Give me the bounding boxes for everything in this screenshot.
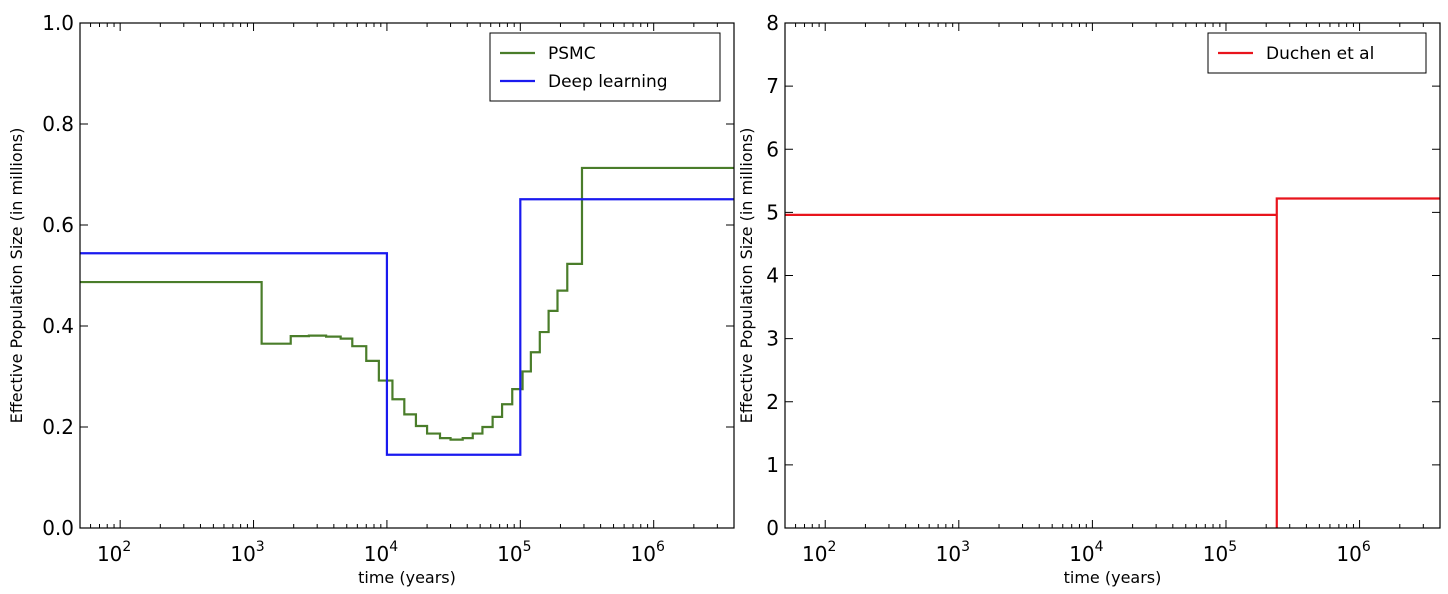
y-tick-label: 3 bbox=[766, 327, 779, 351]
y-tick-label: 0.2 bbox=[42, 415, 74, 439]
chart-panel-2: 102 103 104 105 106 0 1 2 3 4 5 6 7 8 time (years) Effe… bbox=[737, 11, 1441, 587]
x-tick-label: 102 bbox=[97, 539, 131, 566]
y-tick-label: 0 bbox=[766, 516, 779, 540]
y-tick-label: 8 bbox=[766, 11, 779, 35]
y-axis-label: Effective Population Size (in millions) bbox=[7, 128, 26, 424]
legend-label: Deep learning bbox=[548, 72, 668, 92]
x-tick-label: 105 bbox=[1203, 539, 1237, 566]
x-axis-label: time (years) bbox=[358, 568, 456, 587]
y-tick-label: 1.0 bbox=[42, 11, 74, 35]
x-tick-label: 104 bbox=[1069, 539, 1103, 566]
y-tick-label: 5 bbox=[766, 200, 779, 224]
x-tick-label: 103 bbox=[936, 539, 970, 566]
y-tick-label: 0.4 bbox=[42, 314, 74, 338]
chart-panel-1: 102 103 104 105 106 0.0 0.2 0.4 0.6 0.8 1.0 time (y… bbox=[7, 11, 735, 587]
y-tick-label: 4 bbox=[766, 264, 779, 288]
x-tick-label: 106 bbox=[1336, 539, 1370, 566]
legend: PSMC Deep learning bbox=[489, 32, 721, 102]
x-axis-label: time (years) bbox=[1064, 568, 1162, 587]
y-tick-label: 2 bbox=[766, 390, 779, 414]
series-line-deep-learning bbox=[80, 198, 734, 456]
series-line-psmc bbox=[80, 166, 734, 441]
x-tick-label: 106 bbox=[631, 539, 665, 566]
plot-frame bbox=[79, 22, 735, 529]
y-tick-label: 7 bbox=[766, 74, 779, 98]
y-tick-label: 0.0 bbox=[42, 516, 74, 540]
y-axis-label: Effective Population Size (in millions) bbox=[737, 128, 756, 424]
x-tick-label: 104 bbox=[364, 539, 398, 566]
x-tick-label: 105 bbox=[497, 539, 531, 566]
y-tick-label: 0.6 bbox=[42, 213, 74, 237]
legend: Duchen et al bbox=[1207, 32, 1427, 74]
y-tick-label: 6 bbox=[766, 137, 779, 161]
y-tick-label: 1 bbox=[766, 453, 779, 477]
legend-label: PSMC bbox=[548, 44, 596, 64]
x-tick-label: 102 bbox=[802, 539, 836, 566]
legend-label: Duchen et al bbox=[1266, 44, 1374, 64]
y-tick-label: 0.8 bbox=[42, 112, 74, 136]
plot-frame bbox=[784, 22, 1441, 529]
legend-box bbox=[489, 32, 721, 102]
series-line-duchen-et-al bbox=[785, 197, 1440, 528]
x-tick-label: 103 bbox=[230, 539, 264, 566]
